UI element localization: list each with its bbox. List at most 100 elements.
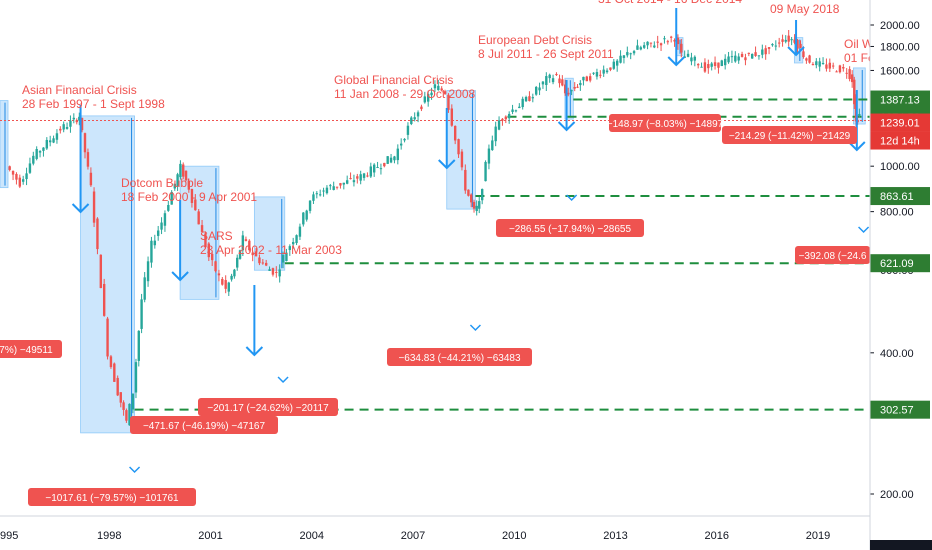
candle-body bbox=[92, 191, 96, 223]
candle-body bbox=[80, 117, 84, 131]
candle-body bbox=[793, 39, 796, 43]
candle-body bbox=[28, 163, 32, 173]
candle-body bbox=[416, 112, 420, 117]
candle-body bbox=[153, 240, 157, 246]
candle-body bbox=[521, 98, 524, 108]
change-box-3 bbox=[387, 348, 532, 366]
candle-body bbox=[236, 257, 239, 268]
candle-body bbox=[55, 133, 59, 140]
event-dates-1: 18 Feb 2000 - 9 Apr 2001 bbox=[121, 190, 257, 204]
change-box-4 bbox=[496, 219, 644, 237]
x-tick-label-5: 2010 bbox=[502, 530, 526, 542]
candle-body bbox=[531, 97, 535, 99]
candle-body bbox=[764, 48, 767, 55]
event-dates-7: 01 Fe bbox=[844, 51, 875, 65]
candle-body bbox=[329, 185, 332, 187]
candle-body bbox=[842, 67, 845, 69]
candle-body bbox=[275, 271, 278, 273]
candle-body bbox=[406, 125, 410, 135]
candle-body bbox=[258, 257, 261, 264]
candle-body bbox=[137, 330, 140, 361]
candle-body bbox=[187, 180, 191, 190]
candle-body bbox=[730, 56, 734, 58]
candle-body bbox=[214, 261, 217, 272]
candle-body bbox=[356, 176, 359, 179]
candle-body bbox=[646, 41, 649, 46]
candle-body bbox=[224, 280, 227, 289]
candle-body bbox=[690, 57, 693, 62]
change-text-1: −471.67 (−46.19%) −47167 bbox=[143, 421, 265, 432]
candle-body bbox=[541, 81, 545, 85]
candle-body bbox=[99, 254, 103, 289]
candle-body bbox=[696, 64, 700, 66]
y-tick-label-7: 2000.00 bbox=[880, 20, 920, 32]
x-tick-label-0: 995 bbox=[0, 530, 18, 542]
change-box-5 bbox=[609, 114, 721, 132]
candle-body bbox=[227, 282, 230, 292]
x-axis-corner bbox=[870, 540, 932, 550]
candle-body bbox=[109, 356, 113, 368]
level-tag-text-3: 621.09 bbox=[880, 258, 914, 270]
candle-body bbox=[305, 210, 308, 220]
candle-body bbox=[673, 39, 676, 42]
candle-body bbox=[369, 166, 373, 177]
x-tick-label-3: 2004 bbox=[300, 530, 324, 542]
candle-body bbox=[359, 174, 362, 181]
candle-body bbox=[447, 94, 450, 110]
candle-body bbox=[805, 58, 808, 61]
candle-body bbox=[457, 139, 460, 155]
small-arrow-3 bbox=[277, 376, 289, 384]
candle-body bbox=[744, 57, 747, 61]
candle-body bbox=[767, 47, 771, 49]
candle-body bbox=[83, 133, 87, 153]
arrow-head-0 bbox=[71, 203, 90, 214]
candle-body bbox=[534, 86, 538, 95]
candle-body bbox=[342, 182, 346, 185]
candle-body bbox=[470, 194, 473, 203]
candle-body bbox=[443, 91, 447, 94]
range-box-2 bbox=[179, 165, 220, 300]
candle-body bbox=[622, 55, 626, 58]
candle-body bbox=[636, 45, 639, 50]
candle-body bbox=[349, 178, 352, 180]
candle-body bbox=[570, 90, 573, 92]
candle-body bbox=[615, 60, 619, 66]
candle-body bbox=[576, 86, 579, 88]
candle-body bbox=[555, 73, 558, 76]
candle-body bbox=[514, 110, 518, 112]
x-tick-label-4: 2007 bbox=[401, 530, 425, 542]
small-arrow-0 bbox=[129, 466, 141, 474]
candle-body bbox=[426, 94, 430, 102]
candle-body bbox=[261, 262, 265, 264]
candle-body bbox=[710, 63, 713, 67]
candle-body bbox=[170, 191, 173, 205]
candle-body bbox=[453, 125, 457, 141]
change-text-2: −201.17 (−24.62%) −20117 bbox=[207, 403, 329, 414]
candle-body bbox=[848, 69, 851, 80]
level-tag-2 bbox=[870, 187, 930, 206]
candle-body bbox=[396, 148, 400, 161]
candle-body bbox=[48, 140, 52, 143]
candle-body bbox=[150, 240, 153, 263]
event-title-2: SARS bbox=[200, 229, 233, 243]
candle-body bbox=[669, 36, 673, 38]
candle-body bbox=[528, 96, 531, 102]
candle-body bbox=[802, 51, 805, 58]
event-dates-5: 31 Oct 2014 - 16 Dec 2014 bbox=[598, 0, 742, 6]
candle-body bbox=[585, 76, 589, 82]
candle-body bbox=[659, 43, 663, 46]
candle-body bbox=[605, 70, 609, 73]
candle-body bbox=[551, 78, 555, 83]
candle-body bbox=[491, 140, 494, 151]
candle-body bbox=[838, 65, 842, 73]
change-text-4: −286.55 (−17.94%) −28655 bbox=[509, 224, 631, 235]
candle-body bbox=[268, 269, 271, 271]
candle-body bbox=[723, 58, 727, 66]
candle-body bbox=[302, 212, 305, 225]
candle-body bbox=[663, 38, 666, 40]
candle-body bbox=[72, 117, 76, 120]
candle-body bbox=[825, 64, 828, 69]
candle-body bbox=[271, 268, 275, 275]
